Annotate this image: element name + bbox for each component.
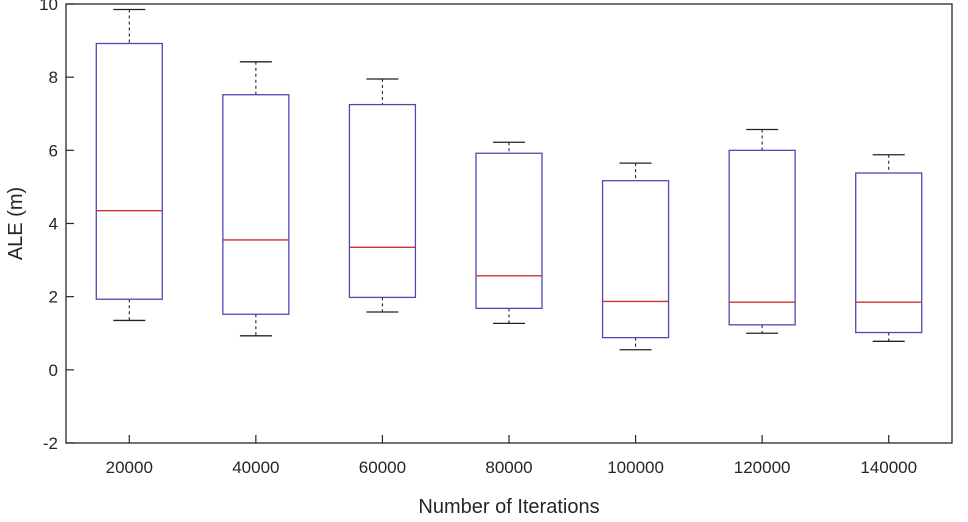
box-40000: [222, 61, 290, 337]
y-axis-ticks: -2 0 2 4 6 8 10: [39, 0, 74, 453]
y-tick-label: 4: [49, 215, 58, 234]
box-60000: [348, 78, 417, 313]
box-140000: [855, 154, 923, 342]
x-axis-ticks: 20000 40000 60000 80000 100000 120000 140000: [106, 435, 917, 477]
box-100000: [601, 162, 670, 351]
iqr-box: [95, 42, 163, 300]
y-tick-label: -2: [43, 434, 58, 453]
iqr-box: [855, 172, 923, 334]
x-tick-label: 40000: [232, 458, 279, 477]
y-axis-title: ALE (m): [5, 187, 27, 260]
y-tick-label: 10: [39, 0, 58, 14]
box-120000: [728, 128, 796, 334]
box-80000: [475, 141, 543, 325]
iqr-box: [601, 180, 670, 339]
y-tick-label: 6: [49, 141, 58, 160]
x-tick-label: 20000: [106, 458, 153, 477]
plot-area-frame: [65, 3, 953, 444]
x-tick-label: 100000: [607, 458, 664, 477]
boxes-layer: [95, 8, 923, 351]
x-tick-label: 140000: [860, 458, 917, 477]
iqr-box: [348, 103, 417, 299]
x-tick-label: 60000: [359, 458, 406, 477]
x-tick-label: 80000: [485, 458, 532, 477]
iqr-box: [728, 149, 796, 326]
box-20000: [95, 8, 163, 322]
x-tick-label: 120000: [734, 458, 791, 477]
y-tick-label: 8: [49, 68, 58, 87]
iqr-box: [475, 152, 543, 310]
y-tick-label: 2: [49, 288, 58, 307]
y-tick-label: 0: [49, 361, 58, 380]
iqr-box: [222, 94, 290, 315]
x-axis-title: Number of Iterations: [418, 496, 599, 518]
